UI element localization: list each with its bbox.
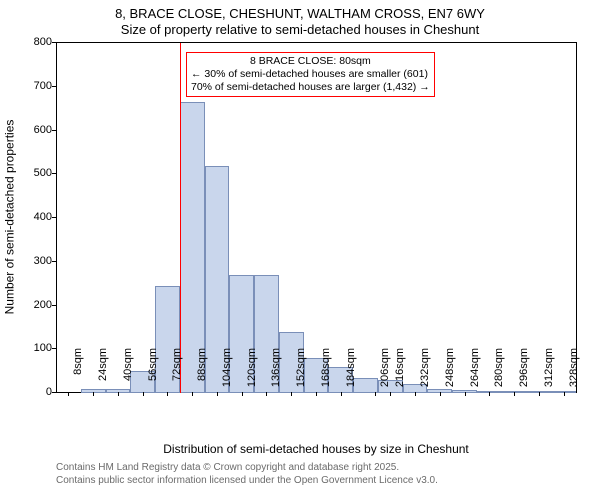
y-tick: [52, 305, 56, 306]
x-tick: [316, 392, 317, 396]
x-tick-label: 216sqm: [394, 348, 406, 398]
y-tick: [52, 130, 56, 131]
x-tick: [68, 392, 69, 396]
x-tick-label: 120sqm: [246, 348, 258, 398]
x-tick-label: 312sqm: [543, 348, 555, 398]
y-tick: [52, 348, 56, 349]
x-tick-label: 8sqm: [72, 348, 84, 398]
x-tick: [415, 392, 416, 396]
annotation-line-1: 8 BRACE CLOSE: 80sqm: [191, 55, 430, 68]
x-tick-label: 184sqm: [345, 348, 357, 398]
x-tick: [93, 392, 94, 396]
y-tick-label: 600: [12, 124, 52, 136]
x-axis-label: Distribution of semi-detached houses by …: [56, 442, 576, 456]
x-tick-label: 232sqm: [419, 348, 431, 398]
y-tick-label: 500: [12, 167, 52, 179]
x-tick: [465, 392, 466, 396]
y-tick: [52, 173, 56, 174]
y-tick: [52, 86, 56, 87]
footer: Contains HM Land Registry data © Crown c…: [56, 462, 576, 487]
plot-inner: 8 BRACE CLOSE: 80sqm← 30% of semi-detach…: [56, 43, 576, 393]
title-line-2: Size of property relative to semi-detach…: [0, 22, 600, 37]
x-tick-label: 248sqm: [444, 348, 456, 398]
x-tick: [539, 392, 540, 396]
x-tick-label: 168sqm: [320, 348, 332, 398]
x-tick: [375, 392, 376, 396]
x-tick-label: 40sqm: [122, 348, 134, 398]
x-tick: [514, 392, 515, 396]
annotation-box: 8 BRACE CLOSE: 80sqm← 30% of semi-detach…: [186, 52, 435, 97]
y-tick: [52, 42, 56, 43]
x-tick-label: 104sqm: [221, 348, 233, 398]
x-tick: [266, 392, 267, 396]
plot-area: 8 BRACE CLOSE: 80sqm← 30% of semi-detach…: [56, 42, 577, 393]
x-tick: [143, 392, 144, 396]
title-line-1: 8, BRACE CLOSE, CHESHUNT, WALTHAM CROSS,…: [0, 6, 600, 21]
x-tick: [192, 392, 193, 396]
x-tick-label: 296sqm: [518, 348, 530, 398]
x-tick-label: 152sqm: [295, 348, 307, 398]
x-tick: [217, 392, 218, 396]
y-tick: [52, 392, 56, 393]
chart-container: 8, BRACE CLOSE, CHESHUNT, WALTHAM CROSS,…: [0, 0, 600, 500]
y-tick-label: 400: [12, 211, 52, 223]
x-tick-label: 280sqm: [493, 348, 505, 398]
x-tick: [390, 392, 391, 396]
y-tick-label: 300: [12, 255, 52, 267]
footer-line-1: Contains HM Land Registry data © Crown c…: [56, 462, 576, 475]
y-tick: [52, 261, 56, 262]
x-tick: [440, 392, 441, 396]
annotation-line-2: ← 30% of semi-detached houses are smalle…: [191, 68, 430, 81]
y-tick-label: 700: [12, 80, 52, 92]
y-tick: [52, 217, 56, 218]
x-tick-label: 264sqm: [469, 348, 481, 398]
y-tick-label: 0: [12, 386, 52, 398]
x-tick-label: 328sqm: [568, 348, 580, 398]
annotation-line-3: 70% of semi-detached houses are larger (…: [191, 81, 430, 94]
x-tick: [341, 392, 342, 396]
x-tick: [242, 392, 243, 396]
x-tick: [564, 392, 565, 396]
x-tick: [118, 392, 119, 396]
x-tick: [167, 392, 168, 396]
footer-line-2: Contains public sector information licen…: [56, 475, 576, 488]
x-tick-label: 206sqm: [379, 348, 391, 398]
reference-line: [180, 43, 181, 393]
x-tick-label: 24sqm: [97, 348, 109, 398]
y-tick-label: 200: [12, 299, 52, 311]
x-tick: [291, 392, 292, 396]
y-tick-label: 100: [12, 342, 52, 354]
x-tick-label: 136sqm: [270, 348, 282, 398]
x-tick-label: 56sqm: [147, 348, 159, 398]
x-tick: [489, 392, 490, 396]
x-tick-label: 72sqm: [171, 348, 183, 398]
x-tick-label: 88sqm: [196, 348, 208, 398]
y-tick-label: 800: [12, 36, 52, 48]
